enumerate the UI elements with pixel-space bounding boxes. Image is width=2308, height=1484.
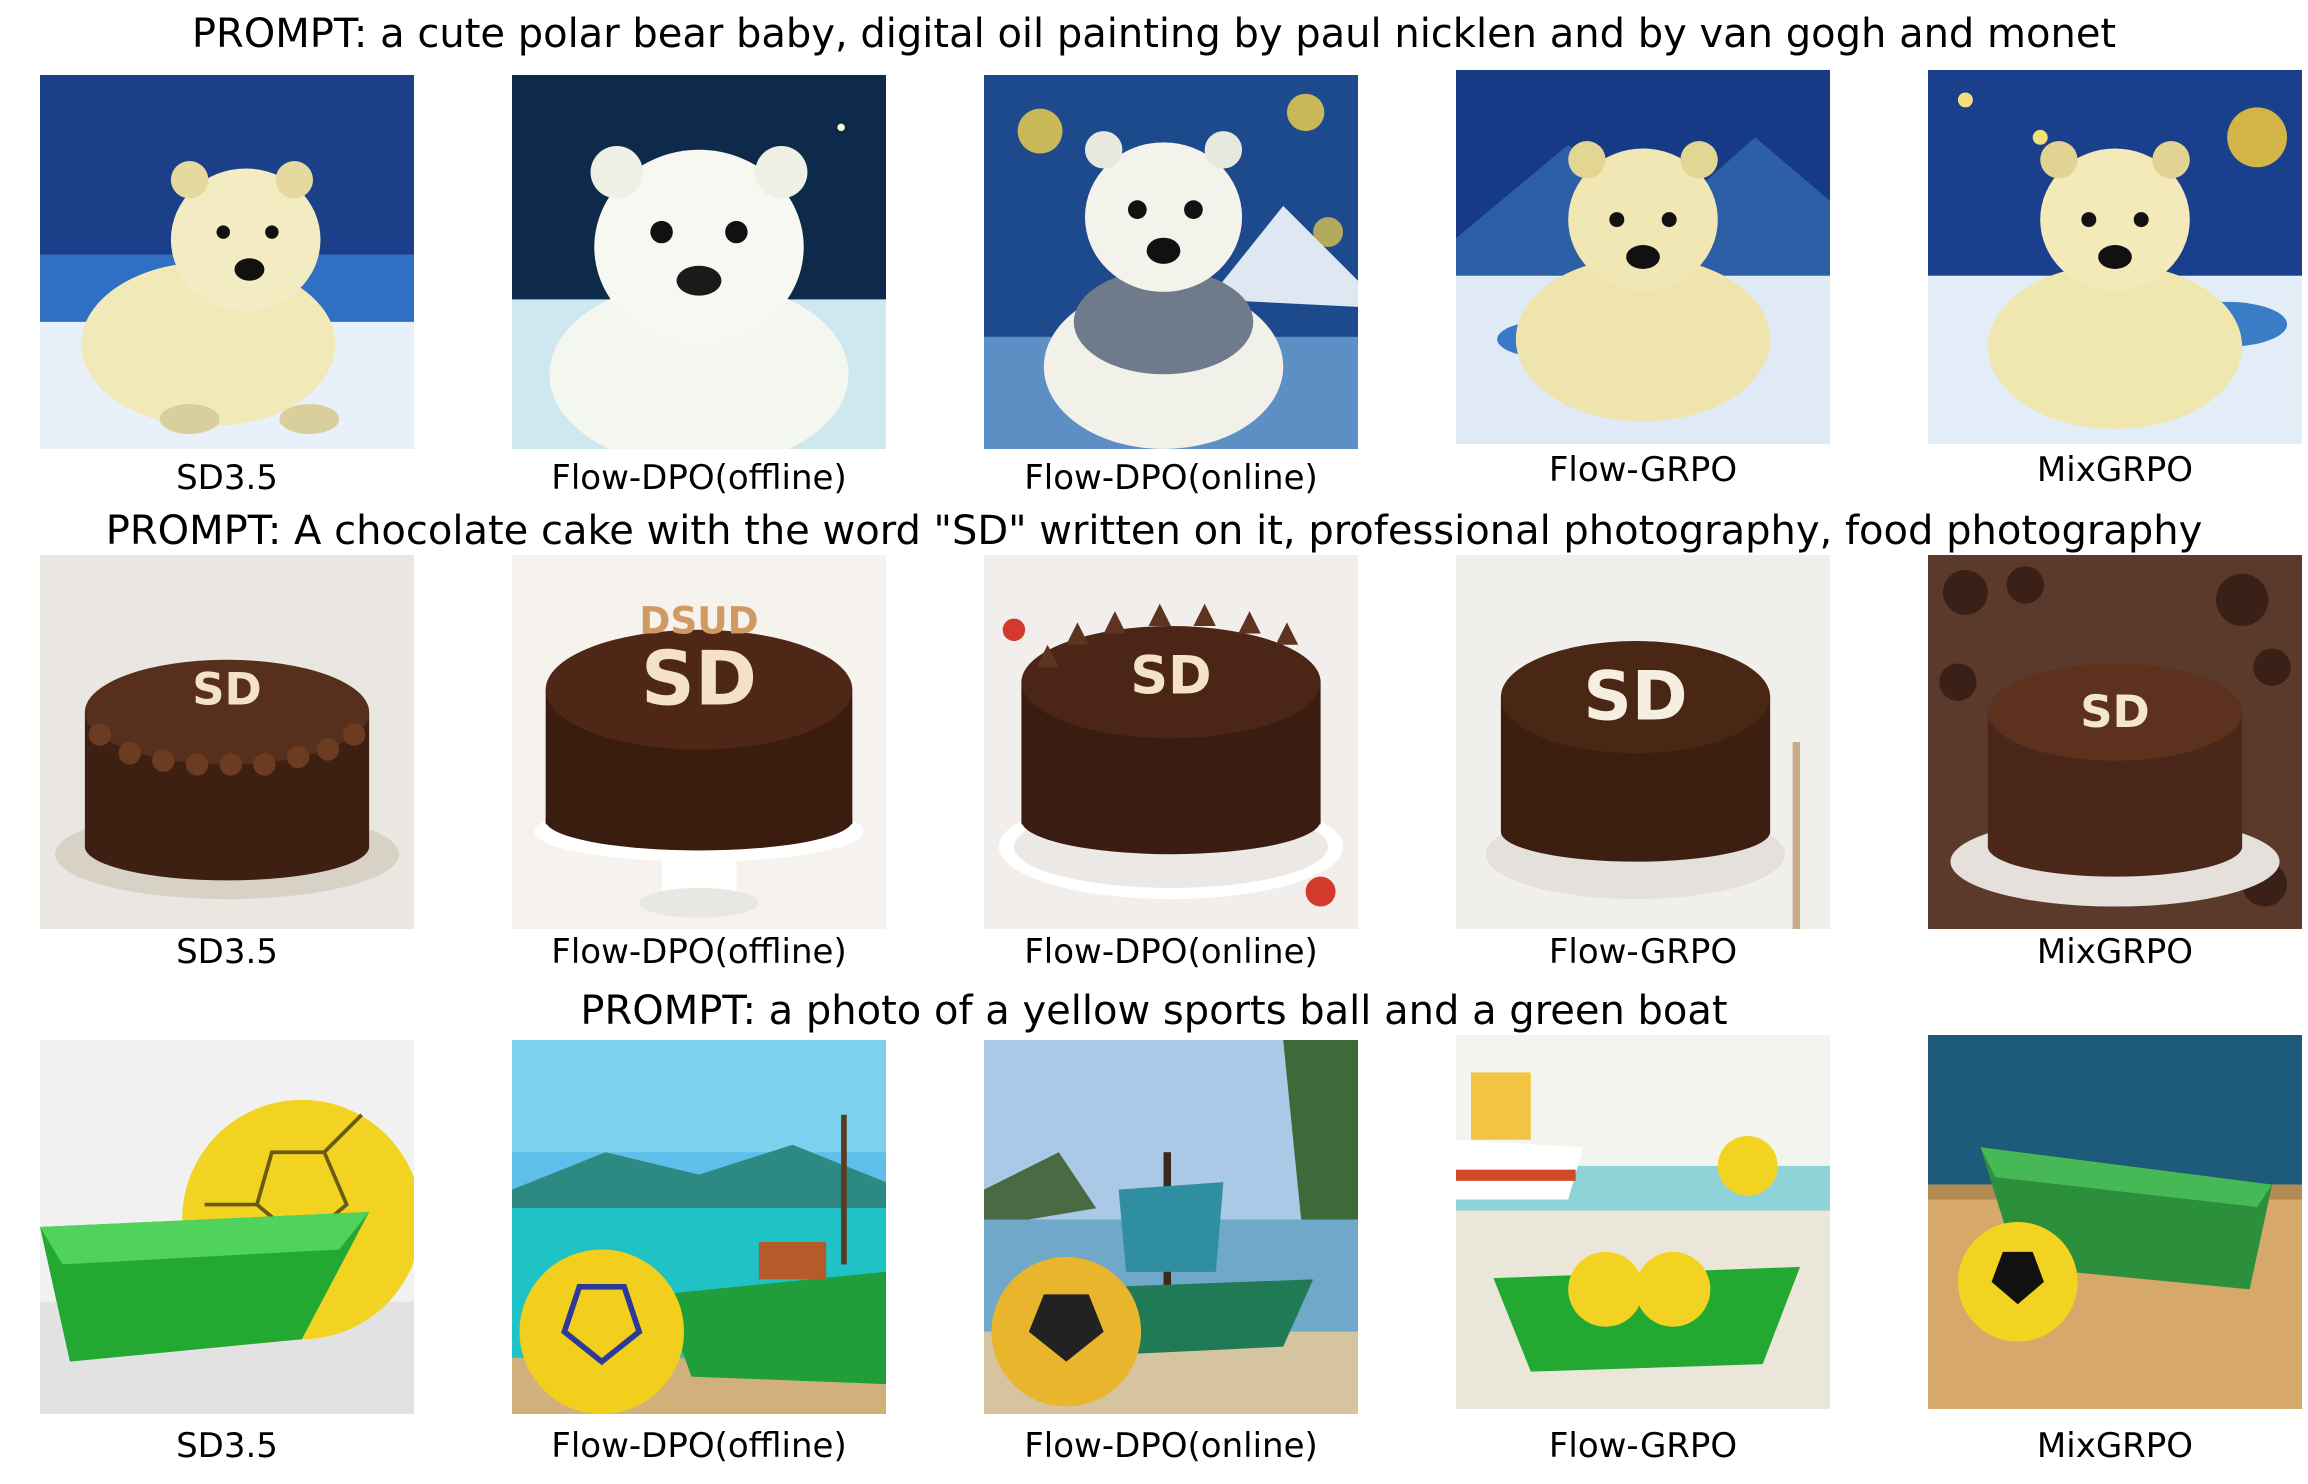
image-polar-bear-flow-grpo: [1456, 70, 1830, 444]
image-polar-bear-flow-dpo-offline: [512, 75, 886, 449]
image-polar-bear-mixgrpo: [1928, 70, 2302, 444]
image-ball-boat-mixgrpo: [1928, 1035, 2302, 1409]
image-cake-flow-grpo: SD: [1456, 555, 1830, 929]
prompt-row-1: PROMPT: a cute polar bear baby, digital …: [191, 11, 2117, 57]
cake-text-flow-dpo-offline: SD: [641, 636, 757, 723]
cake-text-extra-flow-dpo-offline: DSUD: [639, 599, 758, 643]
cake-text-mixgrpo: SD: [2080, 685, 2150, 738]
prompt-row-2: PROMPT: A chocolate cake with the word "…: [105, 508, 2203, 554]
cake-text-sd35: SD: [192, 663, 262, 716]
caption-row-3-sd35: SD3.5: [176, 1426, 278, 1466]
image-ball-boat-flow-grpo: [1456, 1035, 1830, 1409]
caption-row-3-flow-grpo: Flow-GRPO: [1548, 1426, 1738, 1466]
image-cake-flow-dpo-online: SD: [984, 555, 1358, 929]
caption-row-2-flow-grpo: Flow-GRPO: [1548, 932, 1738, 972]
image-cake-flow-dpo-offline: DSUD SD: [512, 555, 886, 929]
image-polar-bear-flow-dpo-online: [984, 75, 1358, 449]
image-ball-boat-flow-dpo-online: [984, 1040, 1358, 1414]
caption-row-2-mixgrpo: MixGRPO: [2036, 932, 2194, 972]
caption-row-2-flow-dpo-online: Flow-DPO(online): [1024, 932, 1318, 972]
caption-row-3-flow-dpo-online: Flow-DPO(online): [1024, 1426, 1318, 1466]
caption-row-1-mixgrpo: MixGRPO: [2036, 450, 2194, 490]
caption-row-1-sd35: SD3.5: [176, 458, 278, 498]
caption-row-3-flow-dpo-offline: Flow-DPO(offline): [551, 1426, 847, 1466]
caption-row-2-sd35: SD3.5: [176, 932, 278, 972]
image-ball-boat-flow-dpo-offline: [512, 1040, 886, 1414]
caption-row-3-mixgrpo: MixGRPO: [2036, 1426, 2194, 1466]
caption-row-1-flow-dpo-online: Flow-DPO(online): [1024, 458, 1318, 498]
caption-row-1-flow-dpo-offline: Flow-DPO(offline): [551, 458, 847, 498]
caption-row-1-flow-grpo: Flow-GRPO: [1548, 450, 1738, 490]
image-cake-sd35: SD: [40, 555, 414, 929]
image-cake-mixgrpo: SD: [1928, 555, 2302, 929]
prompt-row-3: PROMPT: a photo of a yellow sports ball …: [580, 988, 1728, 1034]
cake-text-flow-dpo-online: SD: [1130, 645, 1211, 706]
image-polar-bear-sd35: [40, 75, 414, 449]
caption-row-2-flow-dpo-offline: Flow-DPO(offline): [551, 932, 847, 972]
cake-text-flow-grpo: SD: [1583, 658, 1687, 736]
image-ball-boat-sd35: [40, 1040, 414, 1414]
